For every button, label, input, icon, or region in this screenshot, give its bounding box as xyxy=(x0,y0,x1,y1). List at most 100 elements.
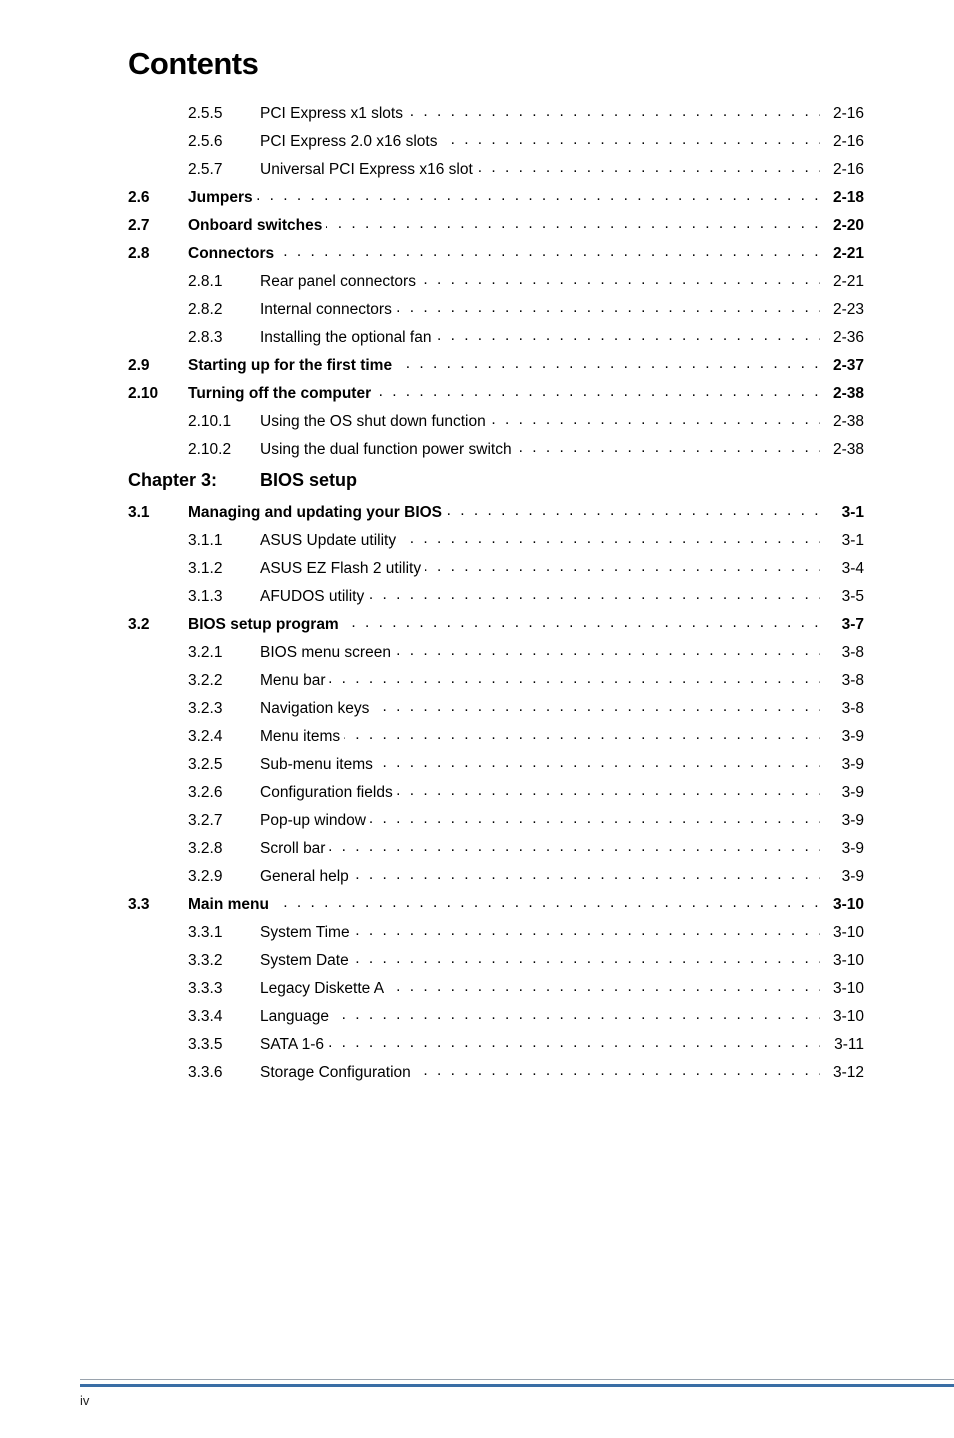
toc-section-number: 2.8 xyxy=(128,246,188,262)
toc-entry: 3.3.3. . . . . . . . . . . . . . . . . .… xyxy=(128,981,864,997)
toc-subsection-number: 3.2.3 xyxy=(188,701,260,717)
toc-page-number: 2-20 xyxy=(820,218,864,234)
toc-page-number: 2-16 xyxy=(820,106,864,122)
toc-title-text: Main menu xyxy=(188,897,273,913)
toc-section-number: 3.3 xyxy=(128,897,188,913)
toc-entry: 3.3.1. . . . . . . . . . . . . . . . . .… xyxy=(128,925,864,941)
chapter-title: BIOS setup xyxy=(260,470,357,491)
toc-entry-title: . . . . . . . . . . . . . . . . . . . . … xyxy=(260,1009,820,1025)
toc-entry: 3.3.2. . . . . . . . . . . . . . . . . .… xyxy=(128,953,864,969)
toc-entry: 2.8.2. . . . . . . . . . . . . . . . . .… xyxy=(128,302,864,318)
toc-title-text: ASUS EZ Flash 2 utility xyxy=(260,561,425,577)
toc-page-number: 3-8 xyxy=(820,701,864,717)
toc-section-number: 2.9 xyxy=(128,358,188,374)
toc-leader: . . . . . . . . . . . . . . . . . . . . … xyxy=(260,302,820,318)
toc-entry-title: . . . . . . . . . . . . . . . . . . . . … xyxy=(260,757,820,773)
chapter-label: Chapter 3: xyxy=(128,470,260,491)
toc-entry-title: . . . . . . . . . . . . . . . . . . . . … xyxy=(260,729,820,745)
toc-entry: 3.3.6. . . . . . . . . . . . . . . . . .… xyxy=(128,1065,864,1081)
toc-leader: . . . . . . . . . . . . . . . . . . . . … xyxy=(260,274,820,290)
toc-title-text: Menu bar xyxy=(260,673,329,689)
toc-entry: 3.2.3. . . . . . . . . . . . . . . . . .… xyxy=(128,701,864,717)
toc-leader: . . . . . . . . . . . . . . . . . . . . … xyxy=(188,505,820,521)
toc-page-number: 2-38 xyxy=(820,414,864,430)
toc-leader: . . . . . . . . . . . . . . . . . . . . … xyxy=(260,1065,820,1081)
toc-page-number: 3-9 xyxy=(820,729,864,745)
toc-section-number: 3.1 xyxy=(128,505,188,521)
toc-page-number: 2-16 xyxy=(820,134,864,150)
toc-leader: . . . . . . . . . . . . . . . . . . . . … xyxy=(260,330,820,346)
toc-subsection-number: 3.3.2 xyxy=(188,953,260,969)
toc-entry-title: . . . . . . . . . . . . . . . . . . . . … xyxy=(260,1037,820,1053)
toc-leader: . . . . . . . . . . . . . . . . . . . . … xyxy=(260,813,820,829)
toc-title-text: Menu items xyxy=(260,729,344,745)
page-footer: iv xyxy=(0,1379,954,1408)
toc-subsection-number: 3.1.2 xyxy=(188,561,260,577)
toc-leader-dots: . . . . . . . . . . . . . . . . . . . . … xyxy=(260,673,820,687)
toc-entry: 3.3. . . . . . . . . . . . . . . . . . .… xyxy=(128,897,864,913)
toc-page-number: 2-38 xyxy=(820,386,864,402)
toc-page-number: 3-10 xyxy=(820,953,864,969)
toc-entry: 3.1.1. . . . . . . . . . . . . . . . . .… xyxy=(128,533,864,549)
toc-page-number: 3-8 xyxy=(820,645,864,661)
toc-entry: 3.3.5. . . . . . . . . . . . . . . . . .… xyxy=(128,1037,864,1053)
toc-entry-title: . . . . . . . . . . . . . . . . . . . . … xyxy=(260,953,820,969)
toc-leader: . . . . . . . . . . . . . . . . . . . . … xyxy=(260,645,820,661)
toc-entry-title: . . . . . . . . . . . . . . . . . . . . … xyxy=(260,869,820,885)
toc-entry-title: . . . . . . . . . . . . . . . . . . . . … xyxy=(260,841,820,857)
toc-entry-title: . . . . . . . . . . . . . . . . . . . . … xyxy=(260,414,820,430)
toc-subsection-number: 3.2.7 xyxy=(188,813,260,829)
toc-title-text: General help xyxy=(260,869,353,885)
toc-entry: 2.8. . . . . . . . . . . . . . . . . . .… xyxy=(128,246,864,262)
toc-entry-title: . . . . . . . . . . . . . . . . . . . . … xyxy=(188,897,820,913)
toc-block-1: 2.5.5. . . . . . . . . . . . . . . . . .… xyxy=(128,106,864,458)
toc-entry-title: . . . . . . . . . . . . . . . . . . . . … xyxy=(260,274,820,290)
toc-title-text: Starting up for the first time xyxy=(188,358,396,374)
toc-subsection-number: 3.2.1 xyxy=(188,645,260,661)
toc-page-number: 2-37 xyxy=(820,358,864,374)
toc-page-number: 3-4 xyxy=(820,561,864,577)
toc-entry: 3.3.4. . . . . . . . . . . . . . . . . .… xyxy=(128,1009,864,1025)
toc-title-text: Configuration fields xyxy=(260,785,397,801)
toc-page-number: 2-36 xyxy=(820,330,864,346)
toc-subsection-number: 2.5.5 xyxy=(188,106,260,122)
toc-page-number: 3-10 xyxy=(820,925,864,941)
toc-subsection-number: 3.1.1 xyxy=(188,533,260,549)
toc-leader-dots: . . . . . . . . . . . . . . . . . . . . … xyxy=(188,897,820,911)
toc-subsection-number: 2.5.7 xyxy=(188,162,260,178)
toc-leader: . . . . . . . . . . . . . . . . . . . . … xyxy=(260,442,820,458)
toc-subsection-number: 3.3.1 xyxy=(188,925,260,941)
toc-page-number: 3-10 xyxy=(820,981,864,997)
toc-subsection-number: 3.2.9 xyxy=(188,869,260,885)
toc-page-number: 3-1 xyxy=(820,505,864,521)
toc-leader: . . . . . . . . . . . . . . . . . . . . … xyxy=(260,953,820,969)
toc-entry-title: . . . . . . . . . . . . . . . . . . . . … xyxy=(188,617,820,633)
toc-section-number: 2.10 xyxy=(128,386,188,402)
toc-subsection-number: 3.2.6 xyxy=(188,785,260,801)
toc-entry-title: . . . . . . . . . . . . . . . . . . . . … xyxy=(260,106,820,122)
toc-entry-title: . . . . . . . . . . . . . . . . . . . . … xyxy=(260,1065,820,1081)
toc-entry: 2.8.1. . . . . . . . . . . . . . . . . .… xyxy=(128,274,864,290)
toc-page-number: 2-38 xyxy=(820,442,864,458)
toc-page-number: 2-23 xyxy=(820,302,864,318)
toc-block-2: 3.1. . . . . . . . . . . . . . . . . . .… xyxy=(128,505,864,1081)
toc-subsection-number: 3.3.4 xyxy=(188,1009,260,1025)
toc-title-text: Legacy Diskette A xyxy=(260,981,388,997)
toc-entry: 3.1.2. . . . . . . . . . . . . . . . . .… xyxy=(128,561,864,577)
toc-page-number: 3-1 xyxy=(820,533,864,549)
chapter-heading: Chapter 3: BIOS setup xyxy=(128,470,864,491)
toc-title-text: System Time xyxy=(260,925,354,941)
toc-entry-title: . . . . . . . . . . . . . . . . . . . . … xyxy=(260,134,820,150)
toc-leader-dots: . . . . . . . . . . . . . . . . . . . . … xyxy=(260,1037,820,1051)
toc-entry-title: . . . . . . . . . . . . . . . . . . . . … xyxy=(260,925,820,941)
toc-leader: . . . . . . . . . . . . . . . . . . . . … xyxy=(260,1009,820,1025)
toc-entry: 3.2.7. . . . . . . . . . . . . . . . . .… xyxy=(128,813,864,829)
toc-entry-title: . . . . . . . . . . . . . . . . . . . . … xyxy=(260,330,820,346)
toc-subsection-number: 3.3.6 xyxy=(188,1065,260,1081)
toc-subsection-number: 3.2.5 xyxy=(188,757,260,773)
toc-subsection-number: 3.1.3 xyxy=(188,589,260,605)
toc-subsection-number: 3.2.4 xyxy=(188,729,260,745)
toc-leader: . . . . . . . . . . . . . . . . . . . . … xyxy=(260,981,820,997)
toc-entry-title: . . . . . . . . . . . . . . . . . . . . … xyxy=(188,190,820,206)
toc-leader-dots: . . . . . . . . . . . . . . . . . . . . … xyxy=(260,841,820,855)
